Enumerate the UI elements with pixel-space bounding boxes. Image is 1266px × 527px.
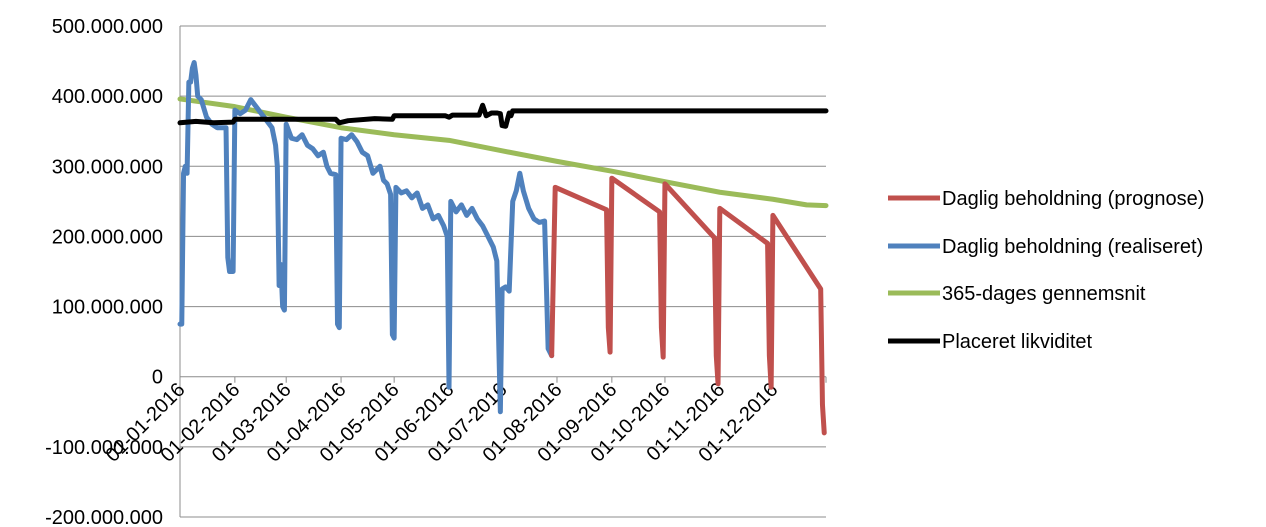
- y-tick-label: 300.000.000: [52, 156, 163, 178]
- series-line-2: [177, 59, 555, 415]
- legend-label: Placeret likviditet: [942, 331, 1093, 353]
- y-tick-label: 400.000.000: [52, 86, 163, 108]
- y-tick-label: 100.000.000: [52, 297, 163, 319]
- x-axis-tick-labels: 01-01-201601-02-201601-03-201601-04-2016…: [102, 379, 783, 467]
- y-tick-label: -200.000.000: [45, 507, 163, 527]
- legend-label: Daglig beholdning (realiseret): [942, 236, 1203, 258]
- y-tick-label: 0: [152, 367, 163, 389]
- legend-label: 365-dages gennemsnit: [942, 283, 1146, 305]
- series-lines: [177, 59, 829, 436]
- series-line-4: [177, 102, 829, 129]
- y-axis-tick-labels: -200.000.000 -100.000.000 0 100.000.000 200.…: [45, 16, 163, 527]
- y-tick-label: 500.000.000: [52, 16, 163, 38]
- legend-label: Daglig beholdning (prognose): [942, 188, 1204, 210]
- y-tick-label: 200.000.000: [52, 226, 163, 248]
- legend: Daglig beholdning (prognose) Daglig behol…: [888, 188, 1204, 353]
- series-line-1: [549, 175, 827, 436]
- y-tick-label: -100.000.000: [45, 437, 163, 459]
